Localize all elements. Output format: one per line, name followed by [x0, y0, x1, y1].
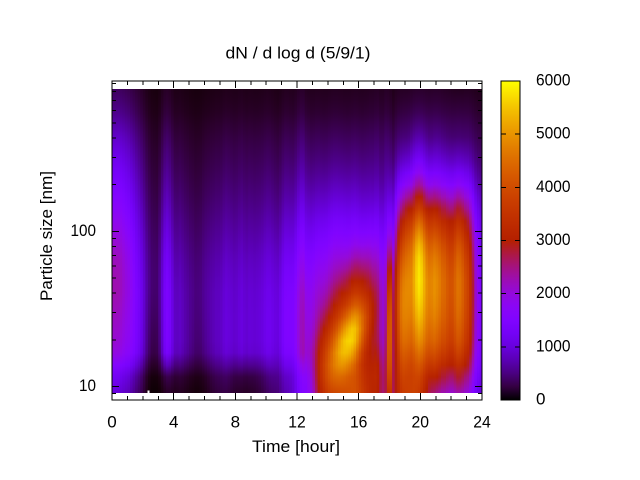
- svg-text:3000: 3000: [536, 230, 571, 249]
- svg-text:20: 20: [412, 413, 430, 432]
- svg-text:4: 4: [169, 413, 178, 432]
- svg-text:10: 10: [79, 376, 96, 395]
- svg-text:6000: 6000: [536, 71, 571, 90]
- svg-text:1000: 1000: [536, 336, 571, 355]
- svg-text:100: 100: [71, 221, 97, 240]
- svg-text:0: 0: [107, 413, 116, 432]
- svg-text:0: 0: [536, 390, 545, 409]
- svg-text:12: 12: [288, 413, 306, 432]
- svg-text:Particle size [nm]: Particle size [nm]: [37, 171, 56, 301]
- svg-text:2000: 2000: [536, 283, 571, 302]
- svg-text:8: 8: [231, 413, 240, 432]
- svg-text:24: 24: [473, 413, 491, 432]
- svg-text:Time [hour]: Time [hour]: [252, 437, 340, 456]
- svg-text:16: 16: [350, 413, 368, 432]
- svg-text:dN / d log d (5/9/1): dN / d log d (5/9/1): [226, 44, 371, 63]
- svg-text:5000: 5000: [536, 124, 571, 143]
- svg-text:4000: 4000: [536, 177, 571, 196]
